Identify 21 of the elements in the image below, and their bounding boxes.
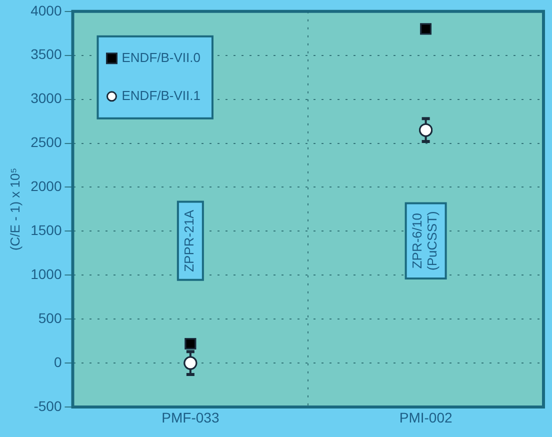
annotation: ZPR-6/10 (PuCSST) (409, 211, 440, 270)
y-tick-label: 4000 (30, 2, 62, 18)
y-tick-label: 3000 (30, 90, 62, 106)
point (184, 338, 196, 350)
legend-label: ENDF/B-VII.0 (122, 50, 200, 65)
y-tick-label: 1000 (30, 266, 62, 282)
y-tick-label: 1500 (30, 222, 62, 238)
point (419, 123, 433, 137)
point (184, 356, 198, 370)
y-tick-label: 2000 (30, 178, 62, 194)
annotation: ZPPR-21A (182, 209, 197, 272)
x-tick-label: PMI-002 (399, 409, 452, 426)
point (420, 23, 432, 35)
legend-label: ENDF/B-VII.1 (122, 88, 200, 103)
y-tick-label: 3500 (30, 46, 62, 62)
y-tick-label: 500 (38, 310, 62, 326)
y-tick-label: 0 (54, 354, 62, 370)
y-tick-label: 2500 (30, 134, 62, 150)
y-tick-label: -500 (34, 398, 62, 414)
y-axis-title: (C/E - 1) x 10⁵ (7, 168, 22, 251)
x-tick-label: PMF-033 (162, 409, 220, 426)
